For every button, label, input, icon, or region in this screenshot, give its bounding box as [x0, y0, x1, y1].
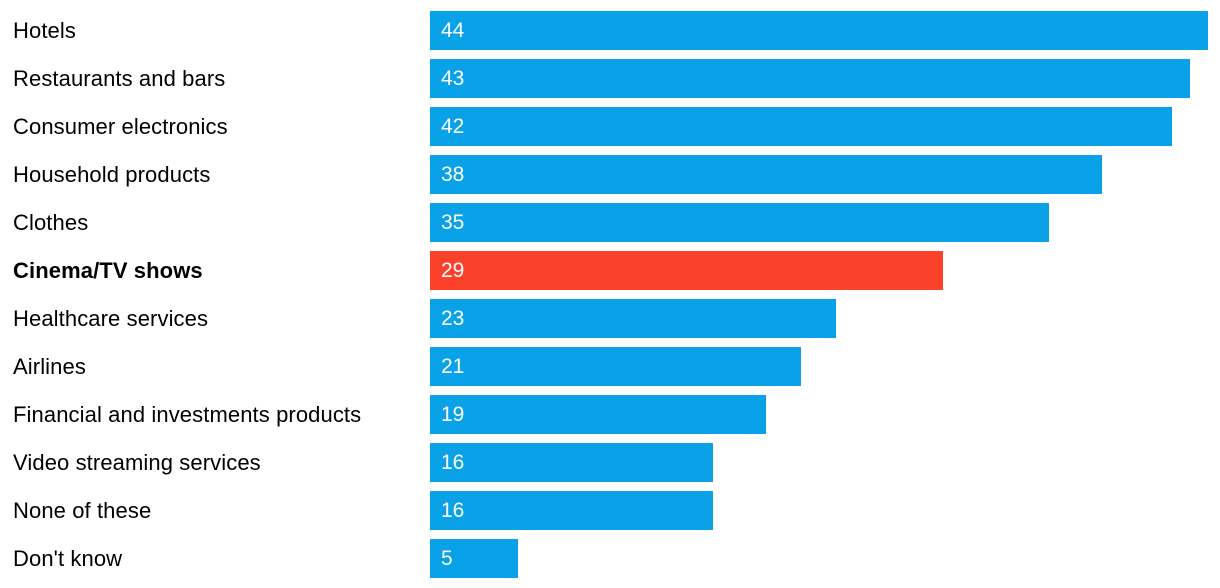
chart-row: Airlines 21	[0, 347, 1220, 395]
chart-row: Consumer electronics 42	[0, 107, 1220, 155]
bar-area: 44	[430, 11, 1220, 50]
chart-row: Restaurants and bars 43	[0, 59, 1220, 107]
category-label: Healthcare services	[13, 306, 209, 331]
bar-area: 35	[430, 203, 1220, 242]
category-label: Don't know	[13, 546, 123, 571]
value-label: 43	[441, 67, 465, 90]
value-label: 38	[441, 163, 465, 186]
bar: 42	[430, 107, 1173, 146]
category-label: Financial and investments products	[13, 402, 362, 427]
value-label: 19	[441, 403, 465, 426]
chart-row: Don't know 5	[0, 539, 1220, 587]
bar-area: 23	[430, 299, 1220, 338]
value-label: 35	[441, 211, 465, 234]
bar-area: 16	[430, 491, 1220, 530]
category-label: Restaurants and bars	[13, 66, 226, 91]
category-label: Cinema/TV shows	[13, 258, 203, 283]
value-label: 16	[441, 451, 465, 474]
chart-row: None of these 16	[0, 491, 1220, 539]
value-label: 5	[441, 547, 453, 570]
bar-area: 29	[430, 251, 1220, 290]
category-label: Video streaming services	[13, 450, 261, 475]
chart-row: Video streaming services 16	[0, 443, 1220, 491]
bar-area: 42	[430, 107, 1220, 146]
bar: 19	[430, 395, 766, 434]
chart-row: Healthcare services 23	[0, 299, 1220, 347]
chart-row: Financial and investments products 19	[0, 395, 1220, 443]
category-label: Airlines	[13, 354, 86, 379]
value-label: 23	[441, 307, 465, 330]
bar: 38	[430, 155, 1102, 194]
bar-area: 5	[430, 539, 1220, 578]
chart-row: Clothes 35	[0, 203, 1220, 251]
category-label: Clothes	[13, 210, 89, 235]
bar-area: 19	[430, 395, 1220, 434]
bar-highlighted: 29	[430, 251, 943, 290]
bar: 43	[430, 59, 1190, 98]
value-label: 16	[441, 499, 465, 522]
category-label: Consumer electronics	[13, 114, 228, 139]
category-label: None of these	[13, 498, 152, 523]
value-label: 29	[441, 259, 465, 282]
value-label: 44	[441, 19, 465, 42]
value-label: 42	[441, 115, 465, 138]
bar-area: 21	[430, 347, 1220, 386]
bar: 21	[430, 347, 802, 386]
value-label: 21	[441, 355, 465, 378]
chart-row: Household products 38	[0, 155, 1220, 203]
bar-area: 16	[430, 443, 1220, 482]
chart-row-highlighted: Cinema/TV shows 29	[0, 251, 1220, 299]
bar: 44	[430, 11, 1208, 50]
bar-area: 43	[430, 59, 1220, 98]
bar: 16	[430, 491, 713, 530]
bar: 23	[430, 299, 837, 338]
bar: 16	[430, 443, 713, 482]
bar: 5	[430, 539, 519, 578]
category-label: Hotels	[13, 18, 76, 43]
bar: 35	[430, 203, 1049, 242]
category-label: Household products	[13, 162, 211, 187]
chart-row: Hotels 44	[0, 11, 1220, 59]
bar-area: 38	[430, 155, 1220, 194]
